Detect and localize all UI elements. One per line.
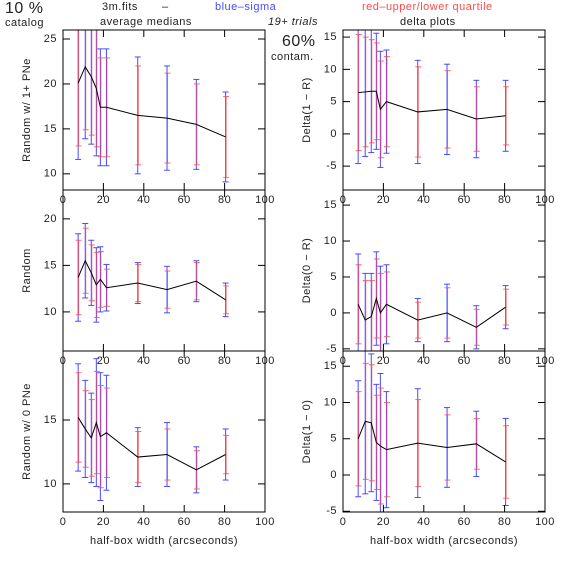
header-contam: contam. — [271, 51, 314, 63]
x-tick-label: 40 — [137, 355, 150, 367]
y-tick-label: 10 — [44, 168, 57, 180]
x-tick-label: 60 — [178, 516, 191, 528]
y-tick-label: 5 — [330, 433, 337, 445]
header-delta: delta plots — [400, 16, 456, 28]
x-tick-label: 80 — [498, 516, 511, 528]
x-tick-label: 100 — [535, 516, 555, 528]
header-catalog: catalog — [5, 17, 44, 29]
y-tick-label: 25 — [44, 33, 57, 45]
header-pct: 10 % — [5, 0, 43, 17]
y-axis-label: Random w/ 0 PNe — [21, 383, 33, 480]
x-tick-label: 60 — [458, 194, 471, 206]
x-tick-label: 20 — [377, 194, 390, 206]
y-axis-label: Delta(0 − R) — [301, 238, 313, 304]
y-tick-label: 0 — [330, 469, 337, 481]
y-tick-label: 15 — [44, 414, 57, 426]
y-tick-label: 15 — [44, 123, 57, 135]
x-tick-label: 20 — [97, 516, 110, 528]
y-tick-label: 0 — [330, 128, 337, 140]
y-tick-label: 10 — [324, 396, 337, 408]
x-axis-label: half-box width (arcseconds) — [90, 535, 238, 547]
x-tick-label: 40 — [417, 516, 430, 528]
y-tick-label: 10 — [44, 478, 57, 490]
header-file: 3m.fits — [102, 1, 138, 13]
axes-frame — [342, 350, 546, 513]
y-tick-label: 20 — [44, 78, 57, 90]
x-tick-label: 20 — [97, 194, 110, 206]
header-dash: – — [162, 1, 169, 13]
y-tick-label: 5 — [330, 96, 337, 108]
plot-area — [355, 30, 510, 168]
x-tick-label: 20 — [377, 516, 390, 528]
plot-area — [355, 251, 510, 351]
header-red: red–upper/lower quartile — [362, 1, 493, 13]
axes-frame — [62, 29, 266, 191]
y-axis-label: Random — [21, 248, 33, 293]
y-tick-label: -5 — [326, 505, 337, 517]
x-tick-label: 80 — [218, 194, 231, 206]
x-tick-label: 80 — [498, 194, 511, 206]
median-line — [358, 90, 506, 120]
plot-area — [355, 351, 510, 512]
x-tick-label: 80 — [218, 355, 231, 367]
x-tick-label: 80 — [218, 516, 231, 528]
x-tick-label: 40 — [137, 194, 150, 206]
y-tick-label: 15 — [324, 199, 337, 211]
median-line — [77, 259, 226, 301]
y-tick-label: 20 — [44, 213, 57, 225]
header-blue: blue–sigma — [215, 1, 277, 13]
y-tick-label: -5 — [326, 160, 337, 172]
x-tick-label: 100 — [255, 516, 275, 528]
x-tick-label: 0 — [60, 516, 67, 528]
x-tick-label: 20 — [377, 355, 390, 367]
x-tick-label: 60 — [178, 194, 191, 206]
median-line — [77, 417, 226, 471]
x-tick-label: 0 — [340, 516, 347, 528]
axes-frame — [62, 350, 266, 513]
plot-area — [75, 358, 230, 501]
axes-frame — [62, 189, 266, 352]
y-tick-label: 5 — [330, 271, 337, 283]
x-axis-label: half-box width (arcseconds) — [370, 535, 518, 547]
x-tick-label: 20 — [97, 355, 110, 367]
y-tick-label: 10 — [44, 306, 57, 318]
y-tick-label: 10 — [324, 235, 337, 247]
y-tick-label: 0 — [330, 307, 337, 319]
x-tick-label: 40 — [137, 516, 150, 528]
median-line — [77, 65, 226, 138]
x-tick-label: 60 — [458, 355, 471, 367]
y-tick-label: 15 — [324, 360, 337, 372]
x-tick-label: 60 — [458, 516, 471, 528]
y-tick-label: 15 — [44, 259, 57, 271]
header-trials: 19+ trials — [268, 16, 318, 28]
x-tick-label: 60 — [178, 355, 191, 367]
x-tick-label: 40 — [417, 355, 430, 367]
header-contam-pct: 60% — [282, 33, 316, 50]
axes-frame — [342, 189, 546, 352]
header-medians: average medians — [100, 16, 192, 28]
y-tick-label: -5 — [326, 343, 337, 355]
y-tick-label: 10 — [324, 63, 337, 75]
median-line — [357, 420, 506, 463]
x-tick-label: 40 — [417, 194, 430, 206]
plot-area — [75, 223, 230, 323]
median-line — [357, 296, 506, 328]
y-axis-label: Random w/ 1+ PNe — [21, 58, 33, 162]
y-axis-label: Delta(1 − R) — [301, 77, 313, 143]
y-axis-label: Delta(1 − 0) — [301, 400, 313, 464]
y-tick-label: 15 — [324, 31, 337, 43]
x-tick-label: 80 — [498, 355, 511, 367]
plot-area — [75, 30, 230, 183]
